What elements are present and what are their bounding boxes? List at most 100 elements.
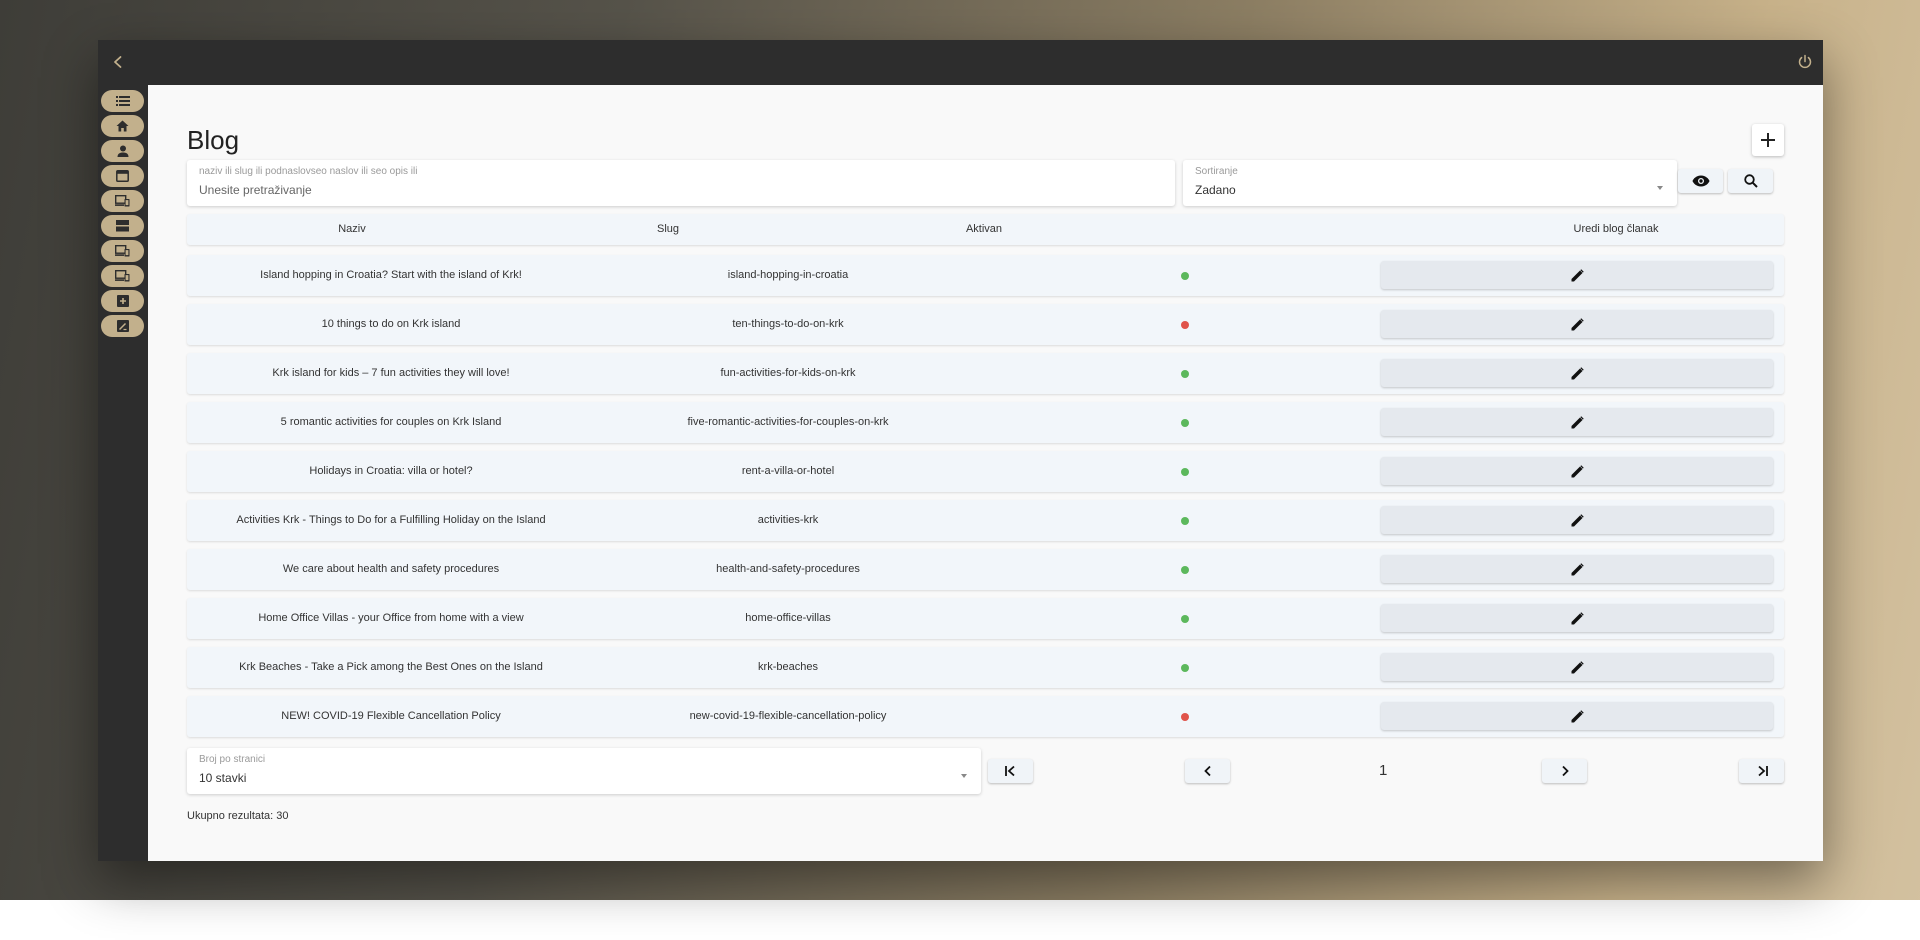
table-header: Naziv Slug Aktivan Uredi blog članak: [187, 214, 1784, 245]
row-slug: home-office-villas: [745, 612, 831, 624]
row-name: Activities Krk - Things to Do for a Fulf…: [236, 514, 546, 526]
row-name: 10 things to do on Krk island: [321, 318, 461, 330]
table-row: Home Office Villas - your Office from ho…: [187, 598, 1784, 639]
row-name: Krk island for kids – 7 fun activities t…: [272, 367, 510, 379]
header-edit: Uredi blog članak: [1573, 223, 1659, 235]
row-slug: rent-a-villa-or-hotel: [741, 465, 835, 477]
chevron-left-icon: [1203, 765, 1211, 777]
sidebar-item-devices-1[interactable]: [101, 190, 144, 212]
status-dot-active: [1181, 272, 1189, 280]
edit-blog-button[interactable]: [1381, 359, 1773, 387]
sidebar: [98, 85, 148, 861]
row-name: We care about health and safety procedur…: [282, 563, 500, 575]
row-slug: health-and-safety-procedures: [716, 563, 860, 575]
add-blog-button[interactable]: [1752, 124, 1784, 156]
edit-blog-button[interactable]: [1381, 457, 1773, 485]
sort-select[interactable]: Sortiranje Zadano: [1183, 160, 1677, 206]
edit-blog-button[interactable]: [1381, 653, 1773, 681]
devices-icon: [115, 270, 130, 282]
sidebar-item-storage[interactable]: [101, 215, 144, 237]
search-input[interactable]: Unesite pretraživanje: [199, 183, 312, 197]
sidebar-item-users[interactable]: [101, 140, 144, 162]
pencil-icon: [1571, 660, 1584, 673]
table-row: NEW! COVID-19 Flexible Cancellation Poli…: [187, 696, 1784, 737]
sort-label: Sortiranje: [1195, 166, 1238, 177]
row-slug: island-hopping-in-croatia: [727, 269, 849, 281]
back-button[interactable]: [106, 50, 130, 74]
sidebar-item-home[interactable]: [101, 115, 144, 137]
edit-blog-button[interactable]: [1381, 261, 1773, 289]
pencil-icon: [1571, 513, 1584, 526]
total-results: Ukupno rezultata: 30: [187, 810, 289, 822]
main-content: Blog naziv ili slug ili podnaslovseo nas…: [148, 85, 1823, 861]
sidebar-item-list[interactable]: [101, 90, 144, 112]
edit-note-icon: [116, 320, 129, 332]
table-row: Krk Beaches - Take a Pick among the Best…: [187, 647, 1784, 688]
table-row: Island hopping in Croatia? Start with th…: [187, 255, 1784, 296]
per-page-value: 10 stavki: [199, 771, 247, 785]
sidebar-item-blog[interactable]: [101, 315, 144, 337]
last-page-button[interactable]: [1739, 759, 1784, 783]
status-dot-active: [1181, 370, 1189, 378]
search-field[interactable]: naziv ili slug ili podnaslovseo naslov i…: [187, 160, 1175, 206]
sidebar-item-add-box[interactable]: [101, 290, 144, 312]
edit-blog-button[interactable]: [1381, 506, 1773, 534]
status-dot-active: [1181, 566, 1189, 574]
chevron-down-icon: [961, 774, 967, 778]
edit-blog-button[interactable]: [1381, 408, 1773, 436]
previous-page-button[interactable]: [1185, 759, 1230, 783]
row-name: NEW! COVID-19 Flexible Cancellation Poli…: [281, 710, 501, 722]
row-slug: five-romantic-activities-for-couples-on-…: [687, 416, 889, 428]
sidebar-item-devices-2[interactable]: [101, 240, 144, 262]
table-row: 10 things to do on Krk island ten-things-…: [187, 304, 1784, 345]
power-button[interactable]: [1793, 50, 1817, 74]
edit-blog-button[interactable]: [1381, 310, 1773, 338]
header-name[interactable]: Naziv: [338, 223, 366, 235]
pencil-icon: [1571, 562, 1584, 575]
table-row: Krk island for kids – 7 fun activities t…: [187, 353, 1784, 394]
pencil-icon: [1571, 611, 1584, 624]
row-slug: new-covid-19-flexible-cancellation-polic…: [689, 710, 887, 722]
pencil-icon: [1571, 268, 1584, 281]
status-dot-active: [1181, 419, 1189, 427]
eye-icon: [1692, 175, 1709, 187]
pencil-icon: [1571, 317, 1584, 330]
search-button[interactable]: [1728, 169, 1773, 193]
first-page-button[interactable]: [988, 759, 1033, 783]
header-slug[interactable]: Slug: [656, 223, 680, 235]
status-dot-inactive: [1181, 321, 1189, 329]
table-row: 5 romantic activities for couples on Krk…: [187, 402, 1784, 443]
pencil-icon: [1571, 415, 1584, 428]
devices-icon: [115, 195, 130, 207]
table-row: Holidays in Croatia: villa or hotel? rent…: [187, 451, 1784, 492]
sidebar-item-calendar[interactable]: [101, 165, 144, 187]
per-page-select[interactable]: Broj po stranici 10 stavki: [187, 748, 981, 794]
row-name: 5 romantic activities for couples on Krk…: [280, 416, 502, 428]
app-window: Blog naziv ili slug ili podnaslovseo nas…: [98, 40, 1823, 861]
edit-blog-button[interactable]: [1381, 702, 1773, 730]
home-icon: [116, 120, 129, 132]
plus-icon: [1761, 133, 1775, 147]
status-dot-active: [1181, 615, 1189, 623]
pencil-icon: [1571, 464, 1584, 477]
current-page: 1: [1379, 762, 1388, 779]
pencil-icon: [1571, 366, 1584, 379]
sort-value: Zadano: [1195, 183, 1236, 197]
row-slug: ten-things-to-do-on-krk: [732, 318, 844, 330]
last-page-icon: [1757, 765, 1768, 777]
row-name: Home Office Villas - your Office from ho…: [258, 612, 524, 624]
header-active[interactable]: Aktivan: [965, 223, 1003, 235]
chevron-left-icon: [114, 56, 122, 68]
sidebar-item-devices-3[interactable]: [101, 265, 144, 287]
page-footer-band: [0, 900, 1920, 940]
chevron-down-icon: [1657, 186, 1663, 190]
edit-blog-button[interactable]: [1381, 604, 1773, 632]
top-bar: [98, 40, 1823, 85]
visibility-button[interactable]: [1678, 169, 1723, 193]
page-title: Blog: [187, 125, 240, 155]
table-row: We care about health and safety procedur…: [187, 549, 1784, 590]
row-slug: activities-krk: [757, 514, 819, 526]
next-page-button[interactable]: [1542, 759, 1587, 783]
per-page-label: Broj po stranici: [199, 754, 266, 765]
edit-blog-button[interactable]: [1381, 555, 1773, 583]
